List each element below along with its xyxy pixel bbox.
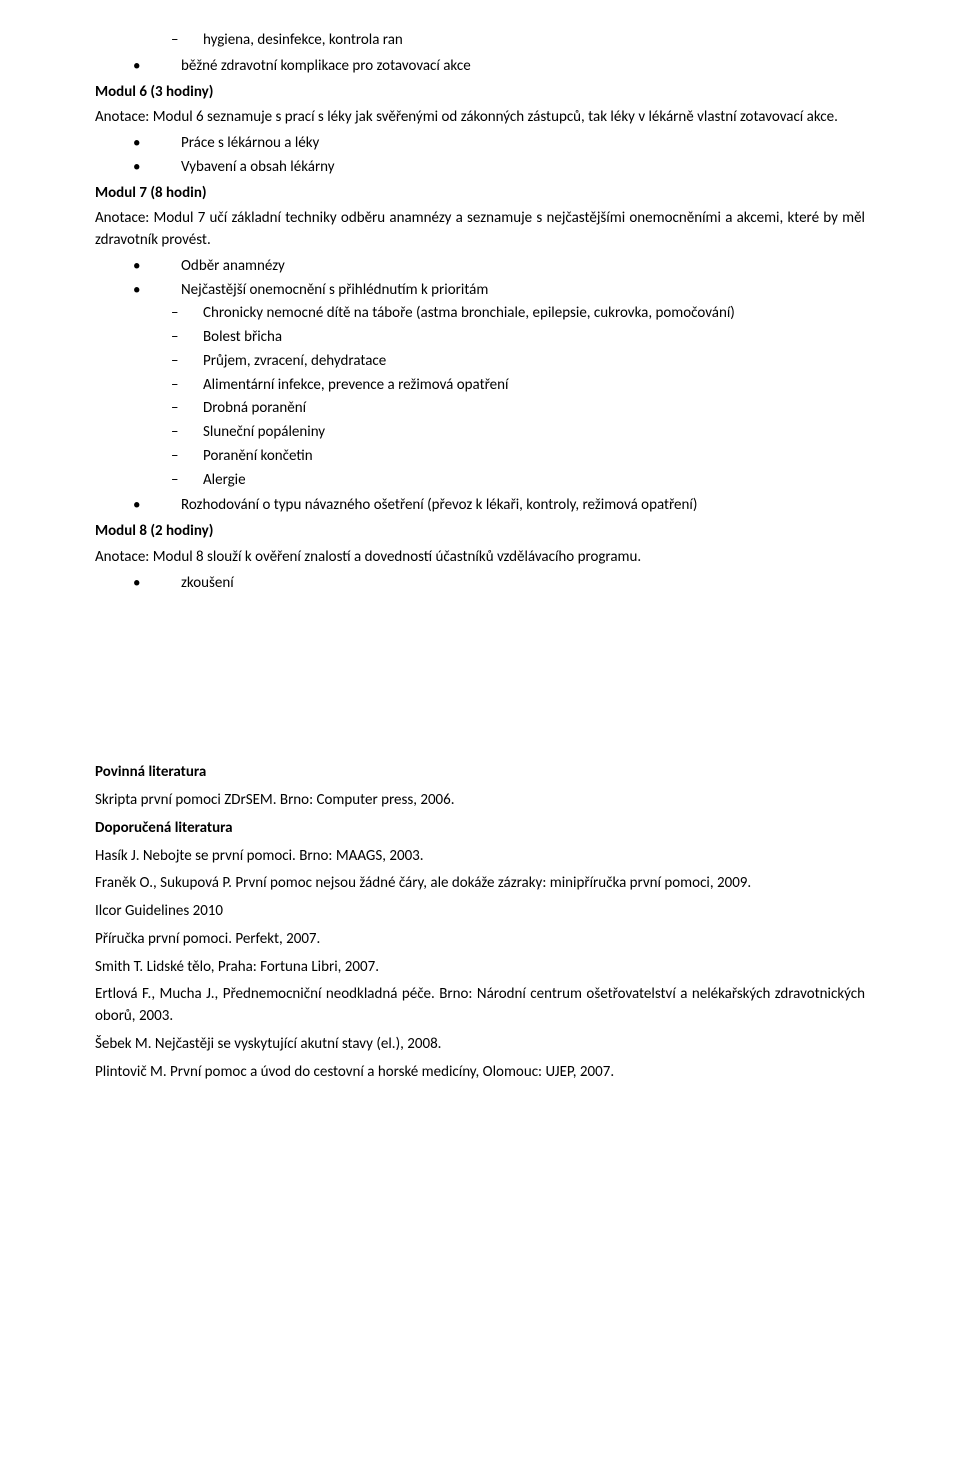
list-item: Sluneční popáleniny xyxy=(171,422,865,444)
list-item: Nejčastější onemocnění s přihlédnutím k … xyxy=(133,280,865,302)
lit-item: Příručka první pomoci. Perfekt, 2007. xyxy=(95,929,865,951)
lit-heading-mandatory: Povinná literatura xyxy=(95,762,865,784)
list-item: hygiena, desinfekce, kontrola ran xyxy=(171,30,865,52)
lit-item: Skripta první pomoci ZDrSEM. Brno: Compu… xyxy=(95,790,865,812)
list-item: zkoušení xyxy=(133,573,865,595)
mod6-annotation: Anotace: Modul 6 seznamuje s prací s lék… xyxy=(95,107,865,129)
mod7-annotation: Anotace: Modul 7 učí základní techniky o… xyxy=(95,208,865,252)
mod7-bullets-2: Rozhodování o typu návazného ošetření (p… xyxy=(95,495,865,517)
document-page: hygiena, desinfekce, kontrola ran běžné … xyxy=(0,0,960,1460)
list-item: Drobná poranění xyxy=(171,398,865,420)
list-item: Bolest břicha xyxy=(171,327,865,349)
list-item: Poranění končetin xyxy=(171,446,865,468)
lit-item: Ertlová F., Mucha J., Přednemocniční neo… xyxy=(95,984,865,1028)
lit-item: Šebek M. Nejčastěji se vyskytující akutn… xyxy=(95,1034,865,1056)
list-item: Práce s lékárnou a léky xyxy=(133,133,865,155)
spacer xyxy=(95,596,865,756)
list-item: Chronicky nemocné dítě na táboře (astma … xyxy=(171,303,865,325)
mod8-heading: Modul 8 (2 hodiny) xyxy=(95,521,865,543)
mod6-heading: Modul 6 (3 hodiny) xyxy=(95,82,865,104)
lit-heading-recommended: Doporučená literatura xyxy=(95,818,865,840)
top-dot-list: běžné zdravotní komplikace pro zotavovac… xyxy=(95,56,865,78)
lit-item: Hasík J. Nebojte se první pomoci. Brno: … xyxy=(95,846,865,868)
list-item: běžné zdravotní komplikace pro zotavovac… xyxy=(133,56,865,78)
mod8-bullets: zkoušení xyxy=(95,573,865,595)
list-item: Alergie xyxy=(171,470,865,492)
list-item: Vybavení a obsah lékárny xyxy=(133,157,865,179)
list-item: Průjem, zvracení, dehydratace xyxy=(171,351,865,373)
list-item: Rozhodování o typu návazného ošetření (p… xyxy=(133,495,865,517)
top-dash-list: hygiena, desinfekce, kontrola ran xyxy=(95,30,865,52)
mod7-heading: Modul 7 (8 hodin) xyxy=(95,183,865,205)
mod7-dashes: Chronicky nemocné dítě na táboře (astma … xyxy=(95,303,865,491)
mod7-bullets-1: Odběr anamnézy Nejčastější onemocnění s … xyxy=(95,256,865,302)
lit-item: Plintovič M. První pomoc a úvod do cesto… xyxy=(95,1062,865,1084)
mod8-annotation: Anotace: Modul 8 slouží k ověření znalos… xyxy=(95,547,865,569)
lit-item: Smith T. Lidské tělo, Praha: Fortuna Lib… xyxy=(95,957,865,979)
lit-item: Ilcor Guidelines 2010 xyxy=(95,901,865,923)
lit-item: Franěk O., Sukupová P. První pomoc nejso… xyxy=(95,873,865,895)
list-item: Odběr anamnézy xyxy=(133,256,865,278)
mod6-bullets: Práce s lékárnou a léky Vybavení a obsah… xyxy=(95,133,865,179)
list-item: Alimentární infekce, prevence a režimová… xyxy=(171,375,865,397)
